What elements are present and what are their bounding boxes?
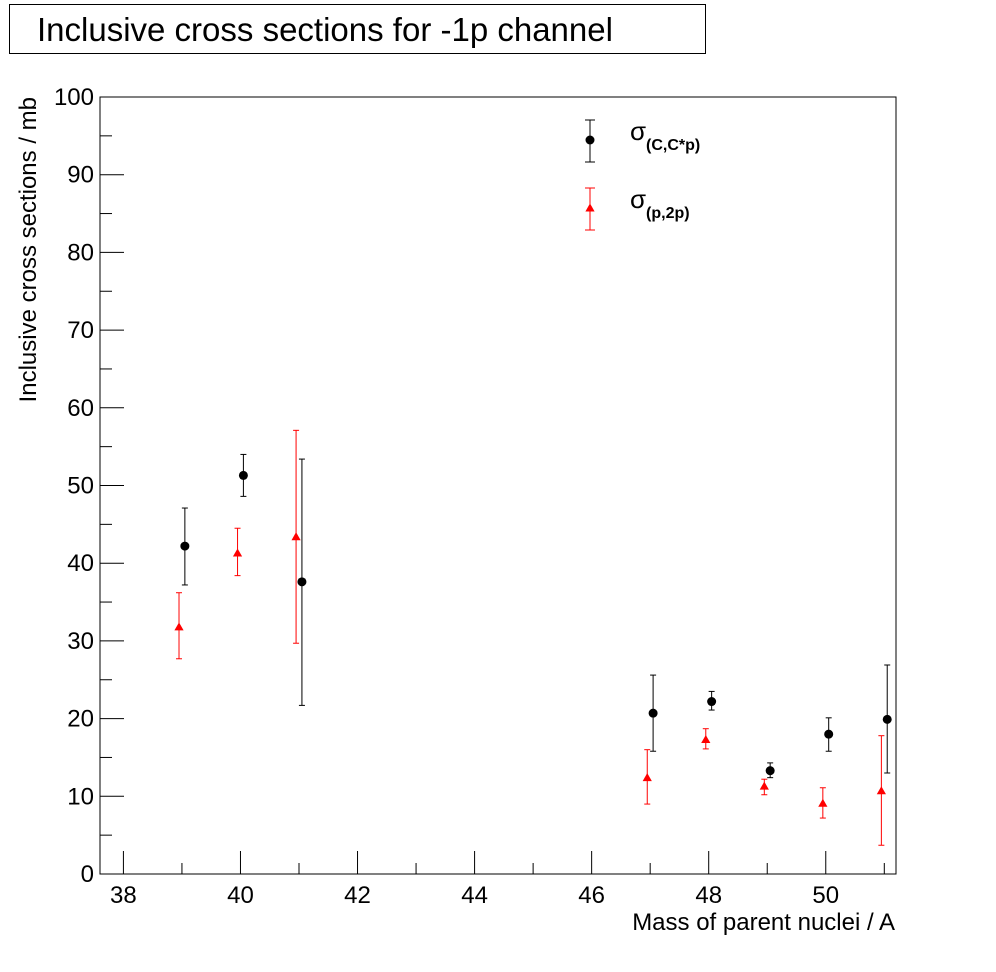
data-point-triangle	[818, 798, 828, 807]
data-point-circle	[882, 714, 892, 724]
y-axis-label: Inclusive cross sections / mb	[15, 97, 42, 402]
data-point-triangle	[174, 622, 184, 631]
data-point-triangle	[876, 786, 886, 795]
data-point-circle	[707, 697, 717, 707]
data-point-circle	[585, 135, 595, 145]
chart-title-box: Inclusive cross sections for -1p channel	[9, 4, 706, 54]
data-point-triangle	[585, 203, 595, 212]
x-tick-label: 48	[695, 882, 722, 909]
y-tick-label: 20	[67, 706, 94, 733]
y-tick-label: 40	[67, 550, 94, 577]
legend-symbol: σ	[630, 116, 646, 146]
x-tick-label: 38	[110, 882, 137, 909]
data-point-circle	[238, 470, 248, 480]
data-point-triangle	[291, 532, 301, 541]
data-point-triangle	[642, 773, 652, 782]
x-tick-label: 40	[227, 882, 254, 909]
y-tick-label: 70	[67, 317, 94, 344]
series-c-c-star-p	[180, 453, 892, 779]
x-tick-label: 42	[344, 882, 371, 909]
x-tick-label: 50	[812, 882, 839, 909]
y-tick-label: 60	[67, 395, 94, 422]
y-tick-label: 100	[54, 84, 94, 111]
data-point-triangle	[701, 734, 711, 744]
plot-frame	[99, 96, 897, 875]
series-p-2p	[174, 429, 886, 846]
legend-entry: σ(p,2p)	[585, 184, 690, 231]
y-tick-label: 80	[67, 239, 94, 266]
data-point-triangle	[759, 781, 769, 790]
data-point-circle	[180, 541, 190, 551]
data-point-circle	[297, 577, 307, 587]
legend-label: σ(p,2p)	[630, 184, 690, 222]
data-point-circle	[765, 766, 775, 776]
legend-entry: σ(C,C*p)	[585, 116, 700, 163]
legend-symbol: σ	[630, 184, 646, 214]
data-marks	[174, 429, 892, 846]
x-axis-label: Mass of parent nuclei / A	[632, 909, 895, 936]
y-tick-label: 10	[67, 783, 94, 810]
y-tick-label: 30	[67, 628, 94, 655]
y-tick-label: 0	[81, 861, 94, 888]
data-point-circle	[824, 729, 834, 739]
x-tick-label: 46	[578, 882, 605, 909]
data-point-triangle	[232, 548, 243, 557]
chart-title: Inclusive cross sections for -1p channel	[37, 11, 613, 48]
data-point-circle	[648, 708, 658, 718]
x-tick-label: 44	[461, 882, 488, 909]
legend-subscript: (C,C*p)	[646, 137, 700, 154]
y-tick-label: 50	[67, 473, 94, 500]
axes: 38 40 42 44 46 48 50 0 10 20 30 40 50 60 70 80 90 100	[54, 84, 885, 909]
legend-subscript: (p,2p)	[646, 205, 690, 222]
legend-label: σ(C,C*p)	[630, 116, 700, 154]
y-tick-label: 90	[67, 162, 94, 189]
legend: σ(C,C*p)σ(p,2p)	[585, 116, 700, 231]
